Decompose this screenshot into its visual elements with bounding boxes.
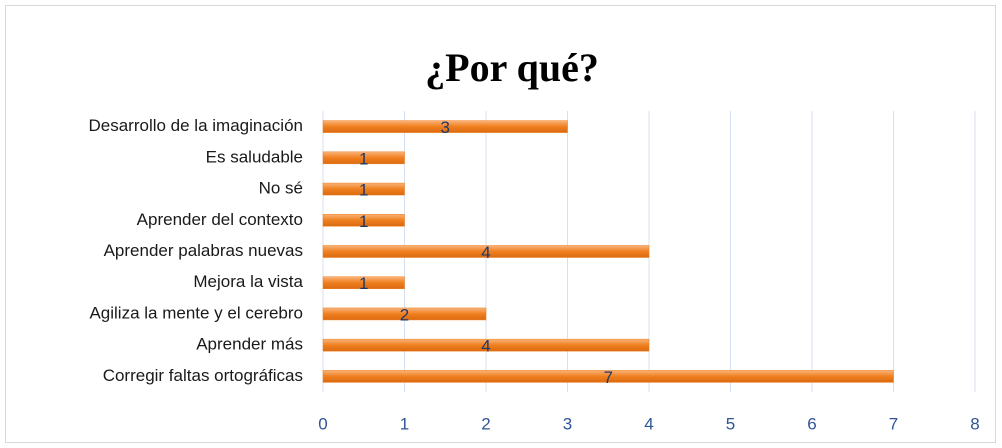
data-label: 3 [441,118,450,137]
bar [322,307,487,321]
y-tick-label: Corregir faltas ortográficas [103,366,303,385]
bar [322,120,568,133]
bar [322,214,405,227]
x-tick-label: 4 [644,414,653,433]
y-tick-label: Aprender palabras nuevas [104,241,303,260]
bar [322,370,894,383]
chart-frame [5,5,996,443]
x-tick-label: 1 [400,414,409,433]
data-label: 7 [604,368,613,387]
data-label: 4 [481,243,490,262]
x-tick-label: 6 [807,414,816,433]
y-tick-label: Aprender del contexto [137,210,303,229]
x-tick-label: 8 [970,414,979,433]
x-tick-label: 3 [563,414,572,433]
bar [322,276,405,289]
x-tick-label: 5 [726,414,735,433]
bar [322,151,405,165]
bar [322,338,650,352]
data-label: 2 [400,305,409,324]
x-tick-label: 0 [318,414,327,433]
y-tick-label: Desarrollo de la imaginación [88,116,303,135]
x-tick-label: 2 [481,414,490,433]
x-tick-label: 7 [889,414,898,433]
data-label: 1 [359,149,368,168]
data-label: 4 [481,337,490,356]
y-tick-label: Aprender más [196,335,303,354]
y-tick-label: Es saludable [206,147,303,166]
bar [322,182,405,196]
y-tick-label: Agiliza la mente y el cerebro [89,303,303,322]
chart-title: ¿Por qué? [425,45,599,90]
data-label: 1 [359,274,368,293]
y-tick-label: No sé [259,179,303,198]
data-label: 1 [359,212,368,231]
y-tick-label: Mejora la vista [193,272,303,291]
data-label: 1 [359,181,368,200]
bar [322,245,650,258]
